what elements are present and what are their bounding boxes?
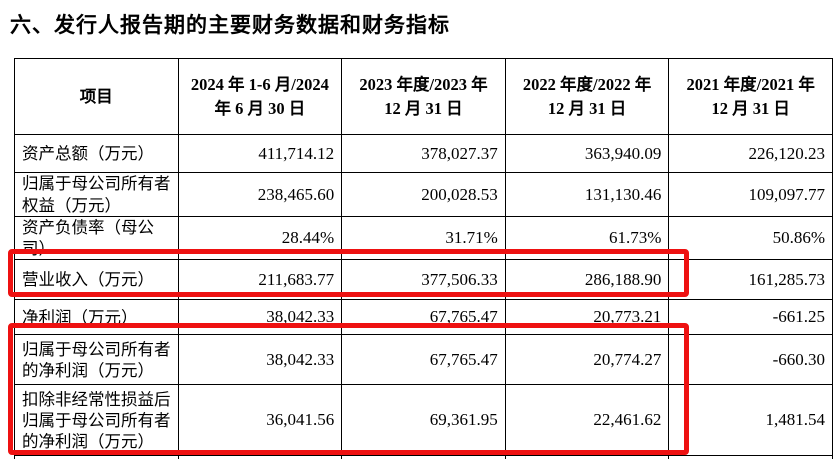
cell-value: 286,188.90 bbox=[504, 259, 670, 301]
column-header-2022: 2022 年度/2022 年 12 月 31 日 bbox=[504, 58, 670, 135]
row-label: 归属于母公司所有者的净利润（万元） bbox=[14, 334, 179, 386]
table-row: 归属于母公司所有者权益（万元） 238,465.60 200,028.53 131,… bbox=[14, 172, 833, 217]
table-row: 净利润（万元） 38,042.33 67,765.47 20,773.21 -661.… bbox=[14, 299, 833, 336]
cell-value: 36,041.56 bbox=[177, 384, 343, 457]
table-body: 资产总额（万元） 411,714.12 378,027.37 363,940.09 2… bbox=[14, 134, 833, 459]
cell-value: 211,683.77 bbox=[177, 259, 343, 301]
row-label: 净利润（万元） bbox=[14, 299, 179, 336]
cell-value: 28.44% bbox=[177, 215, 343, 261]
table-header-row: 项目 2024 年 1-6 月/2024 年 6 月 30 日 2023 年度/… bbox=[14, 58, 833, 135]
table-row: 资产总额（万元） 411,714.12 378,027.37 363,940.09 2… bbox=[14, 134, 833, 173]
table-row: 归属于母公司所有者的净利润（万元） 38,042.33 67,765.47 20,7… bbox=[14, 334, 833, 386]
cell-value: 226,120.23 bbox=[668, 134, 833, 173]
column-header-item: 项目 bbox=[14, 58, 179, 135]
cell-value: 200,028.53 bbox=[341, 172, 506, 217]
column-header-2021: 2021 年度/2021 年 12 月 31 日 bbox=[668, 58, 833, 135]
cell-value: 50.86% bbox=[668, 215, 833, 261]
table-row: 资产负债率（母公司） 28.44% 31.71% 61.73% 50.86% bbox=[14, 215, 833, 261]
cell-value: 38,042.33 bbox=[177, 299, 343, 336]
column-header-2024: 2024 年 1-6 月/2024 年 6 月 30 日 bbox=[177, 58, 343, 135]
cell-value: 131,130.46 bbox=[504, 172, 670, 217]
cell-empty bbox=[668, 455, 833, 459]
table-row: 营业收入（万元） 211,683.77 377,506.33 286,188.90 1… bbox=[14, 259, 833, 301]
cell-value: 411,714.12 bbox=[177, 134, 343, 173]
cell-value: 67,765.47 bbox=[341, 334, 506, 386]
cell-value: 31.71% bbox=[341, 215, 506, 261]
column-header-2023: 2023 年度/2023 年 12 月 31 日 bbox=[341, 58, 506, 135]
cell-value: 363,940.09 bbox=[504, 134, 670, 173]
cell-value: -661.25 bbox=[668, 299, 833, 336]
page-title: 六、发行人报告期的主要财务数据和财务指标 bbox=[10, 14, 450, 37]
cell-value: 109,097.77 bbox=[668, 172, 833, 217]
cell-value: 20,773.21 bbox=[504, 299, 670, 336]
cell-value: 20,774.27 bbox=[504, 334, 670, 386]
row-label: 扣除非经常性损益后归属于母公司所有者的净利润（万元） bbox=[14, 384, 179, 457]
cell-value: 61.73% bbox=[504, 215, 670, 261]
cell-value: 1,481.54 bbox=[668, 384, 833, 457]
cell-value: 69,361.95 bbox=[341, 384, 506, 457]
row-label: 归属于母公司所有者权益（万元） bbox=[14, 172, 179, 217]
cell-value: 67,765.47 bbox=[341, 299, 506, 336]
cell-value: -660.30 bbox=[668, 334, 833, 386]
cell-value: 377,506.33 bbox=[341, 259, 506, 301]
row-label: 营业收入（万元） bbox=[14, 259, 179, 301]
cell-value: 38,042.33 bbox=[177, 334, 343, 386]
table-row-cutoff bbox=[14, 455, 833, 459]
row-label: 资产负债率（母公司） bbox=[14, 215, 179, 261]
cell-value: 238,465.60 bbox=[177, 172, 343, 217]
row-label: 资产总额（万元） bbox=[14, 134, 179, 173]
cell-value: 161,285.73 bbox=[668, 259, 833, 301]
table-header: 项目 2024 年 1-6 月/2024 年 6 月 30 日 2023 年度/… bbox=[14, 58, 833, 135]
cell-value: 22,461.62 bbox=[504, 384, 670, 457]
table-row: 扣除非经常性损益后归属于母公司所有者的净利润（万元） 36,041.56 69,3… bbox=[14, 384, 833, 457]
financial-data-table: 项目 2024 年 1-6 月/2024 年 6 月 30 日 2023 年度/… bbox=[14, 58, 833, 459]
cell-value: 378,027.37 bbox=[341, 134, 506, 173]
